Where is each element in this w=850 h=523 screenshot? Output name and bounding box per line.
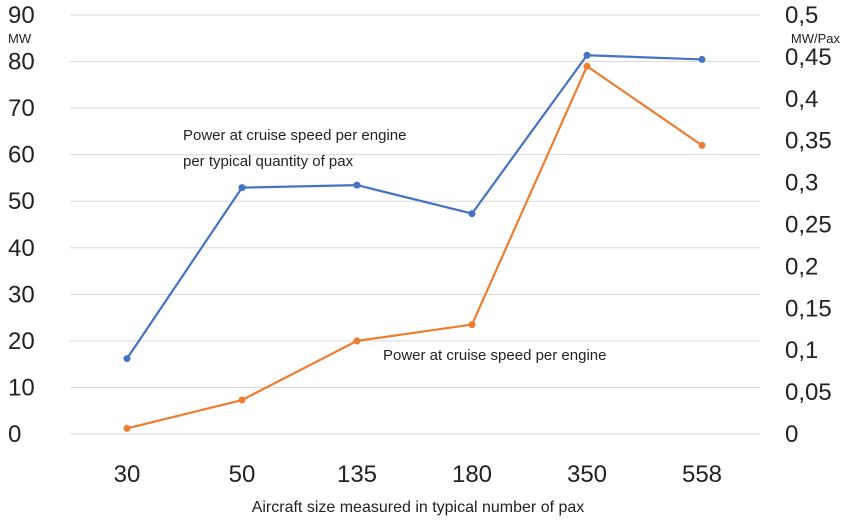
left-axis-unit: MW [8,31,32,46]
right-tick-label: 0,25 [785,212,832,239]
right-tick-label: 0 [785,421,798,448]
left-tick-label: 50 [8,188,35,215]
series-per-engine-point [583,62,591,70]
x-tick-label: 180 [452,461,492,488]
x-axis-ticks: 30 50 135 180 350 558 [114,461,722,488]
x-tick-label: 50 [229,461,256,488]
series-per-pax-point [468,210,476,218]
series-per-engine-point [698,141,706,149]
right-tick-label: 0,15 [785,295,832,322]
left-tick-label: 30 [8,281,35,308]
right-tick-label: 0,5 [785,2,818,29]
series-per-engine-point [238,396,246,404]
right-tick-label: 0,45 [785,44,832,71]
left-tick-label: 40 [8,235,35,262]
series-per-pax-point [353,181,361,189]
left-tick-label: 10 [8,374,35,401]
left-tick-label: 60 [8,142,35,169]
x-tick-label: 30 [114,461,141,488]
left-tick-label: 20 [8,328,35,355]
x-tick-label: 350 [567,461,607,488]
series-per-pax-point [698,55,706,63]
series-per-pax-line [126,54,703,360]
series-per-engine-line [126,65,703,430]
gridlines [70,14,760,435]
series-group [123,51,706,432]
right-tick-label: 0,1 [785,337,818,364]
series-per-engine-point [468,321,476,329]
right-tick-label: 0,3 [785,170,818,197]
right-tick-label: 0,4 [785,86,818,113]
series-label-per-engine: Power at cruise speed per engine [383,347,606,364]
right-tick-label: 0,05 [785,379,832,406]
series-label-per-pax-line-2: per typical quantity of pax [183,153,354,170]
right-axis-unit: MW/Pax [791,31,841,46]
left-axis-ticks: 0 10 20 30 40 50 60 70 80 90 [8,2,35,448]
x-tick-label: 135 [337,461,377,488]
left-tick-label: 80 [8,49,35,76]
right-tick-label: 0,2 [785,253,818,280]
left-tick-label: 0 [8,421,21,448]
right-axis-ticks: 0 0,05 0,1 0,15 0,2 0,25 0,3 0,35 0,4 0,45 0,5 [785,2,832,448]
x-tick-label: 558 [682,461,722,488]
left-tick-label: 70 [8,95,35,122]
series-per-pax-point [238,184,246,192]
series-per-pax-point [123,355,131,363]
series-per-engine-point [353,337,361,345]
series-per-pax-point [583,51,591,59]
left-tick-label: 90 [8,2,35,29]
series-label-per-pax-line-1: Power at cruise speed per engine [183,127,406,144]
x-axis-label: Aircraft size measured in typical number… [252,499,585,516]
right-tick-label: 0,35 [785,128,832,155]
series-per-engine-point [123,424,131,432]
